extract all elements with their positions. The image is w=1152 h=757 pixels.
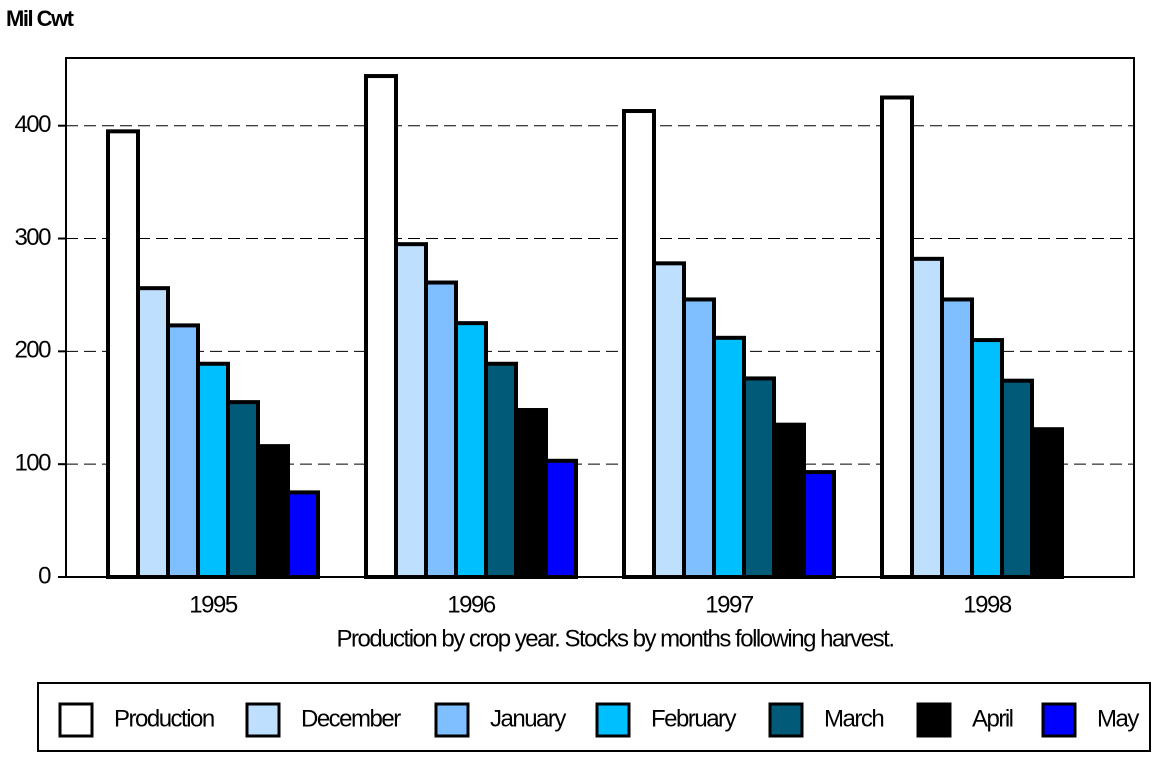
y-tick-label: 200 [14,337,51,364]
bar [1000,378,1034,580]
legend-label: April [972,705,1013,732]
y-tick-label: 0 [38,562,51,589]
bar [454,321,488,579]
bar [544,458,578,579]
bar [940,297,974,579]
bar [196,361,230,579]
x-tick-label: 1997 [705,591,754,618]
bar [136,286,170,579]
bar [712,335,746,579]
caption: Production by crop year. Stocks by month… [337,625,894,652]
legend-swatch [1041,702,1077,738]
legend-swatch [434,702,470,738]
legend-label: February [651,705,737,732]
x-tick-label: 1995 [189,591,238,618]
bar [880,95,914,579]
y-tick-label: 100 [14,450,51,477]
legend-swatch [58,702,94,738]
bar [514,408,548,579]
legend-label: January [490,705,566,732]
bar [682,297,716,579]
bar [286,490,320,579]
legend-swatch [768,702,804,738]
x-tick-label: 1996 [447,591,496,618]
bar [910,256,944,579]
bar [970,338,1004,579]
legend-label: Production [114,705,214,732]
y-tick-label: 300 [14,224,51,251]
bar [622,109,656,579]
legend-label: March [824,705,883,732]
bar [1030,427,1064,579]
legend-label: May [1097,705,1139,732]
legend-swatch [245,702,281,738]
legend-frame [37,682,1151,752]
bar [484,361,518,579]
bar [772,422,806,579]
legend-swatch [595,702,631,738]
bar [802,470,836,580]
bar [166,323,200,579]
bar [394,242,428,579]
bar [226,400,260,579]
y-tick-label: 400 [14,111,51,138]
y-axis-label: Mil Cwt [6,6,75,31]
bar [424,280,458,579]
bar [652,261,686,579]
legend-label: December [301,705,401,732]
legend-swatch [916,702,952,738]
plot-frame [65,57,1135,578]
x-tick-label: 1998 [963,591,1012,618]
bar [106,129,140,580]
bar [256,444,290,579]
bar [742,376,776,579]
bar [364,74,398,579]
